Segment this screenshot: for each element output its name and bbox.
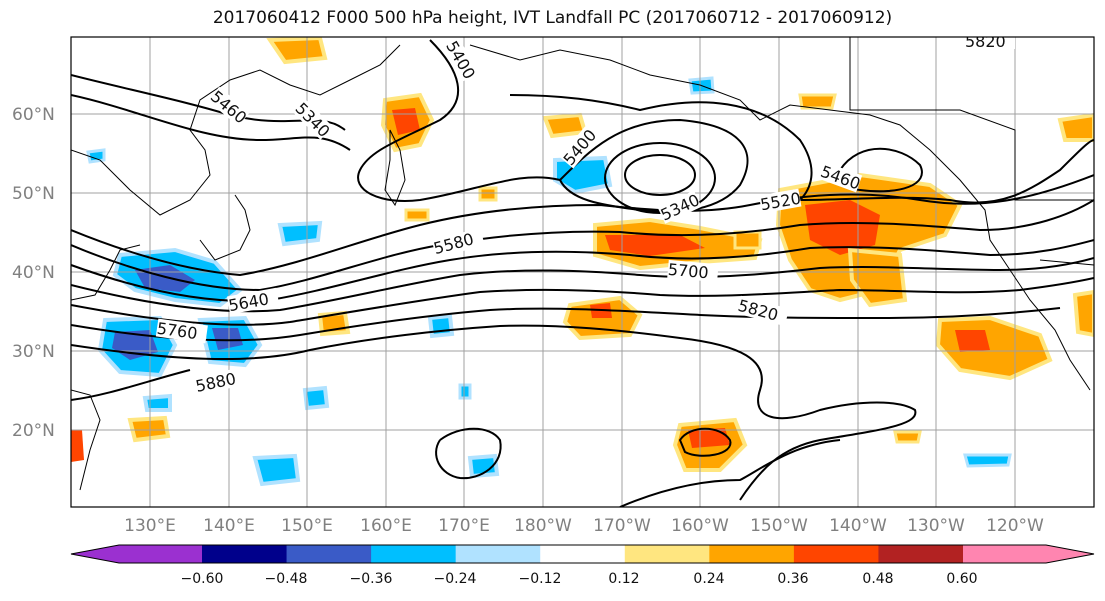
lat-label: 40°N bbox=[12, 263, 55, 283]
lat-label: 60°N bbox=[12, 105, 55, 125]
colorbar-segment bbox=[455, 545, 541, 563]
lon-label: 150°W bbox=[750, 516, 808, 536]
lon-label: 150°E bbox=[281, 516, 333, 536]
lon-label: 130°E bbox=[124, 516, 176, 536]
colorbar-ticks: −0.60 −0.48 −0.36 −0.24 −0.12 0.12 0.24 … bbox=[181, 571, 978, 587]
colorbar-tick-label: 0.12 bbox=[608, 571, 639, 587]
lon-label: 140°E bbox=[203, 516, 255, 536]
colorbar-segment bbox=[202, 545, 288, 563]
map-title: 2017060412 F000 500 hPa height, IVT Land… bbox=[212, 8, 893, 28]
contour-label: 5700 bbox=[667, 260, 709, 282]
lon-label: 140°W bbox=[829, 516, 887, 536]
colorbar-segment bbox=[963, 545, 1094, 563]
lat-label: 30°N bbox=[12, 342, 55, 362]
colorbar-segment bbox=[878, 545, 964, 563]
colorbar-segment bbox=[793, 545, 879, 563]
lon-label: 130°W bbox=[907, 516, 965, 536]
colorbar-tick-label: −0.60 bbox=[181, 571, 224, 587]
lon-label: 180°W bbox=[514, 516, 572, 536]
lon-label: 160°E bbox=[360, 516, 412, 536]
colorbar-segment bbox=[624, 545, 710, 563]
colorbar-outline bbox=[70, 544, 1095, 564]
colorbar-segment bbox=[71, 545, 202, 563]
colorbar-segment bbox=[709, 545, 795, 563]
colorbar-segment bbox=[540, 545, 626, 563]
latitude-labels: 60°N 50°N 40°N 30°N 20°N bbox=[12, 105, 55, 441]
map-frame bbox=[70, 36, 1095, 508]
contour-label: 5820 bbox=[965, 32, 1006, 51]
lat-label: 50°N bbox=[12, 184, 55, 204]
colorbar-tick-label: −0.12 bbox=[519, 571, 562, 587]
colorbar-tick-label: −0.48 bbox=[265, 571, 308, 587]
ivt-positive-regions bbox=[71, 37, 1094, 472]
lon-label: 120°W bbox=[986, 516, 1044, 536]
lon-label: 170°E bbox=[438, 516, 490, 536]
colorbar-tick-label: 0.24 bbox=[693, 571, 724, 587]
colorbar-segment bbox=[371, 545, 457, 563]
colorbar-segment bbox=[286, 545, 372, 563]
lat-label: 20°N bbox=[12, 421, 55, 441]
colorbar-tick-label: 0.60 bbox=[946, 571, 977, 587]
lon-label: 170°W bbox=[593, 516, 651, 536]
colorbar-tick-label: 0.36 bbox=[777, 571, 808, 587]
colorbar-tick-label: 0.48 bbox=[862, 571, 893, 587]
colorbar bbox=[70, 544, 1095, 564]
colorbar-tick-label: −0.24 bbox=[434, 571, 477, 587]
lon-label: 160°W bbox=[671, 516, 729, 536]
longitude-labels: 130°E 140°E 150°E 160°E 170°E 180°W 170°… bbox=[124, 516, 1044, 536]
colorbar-tick-label: −0.36 bbox=[350, 571, 393, 587]
